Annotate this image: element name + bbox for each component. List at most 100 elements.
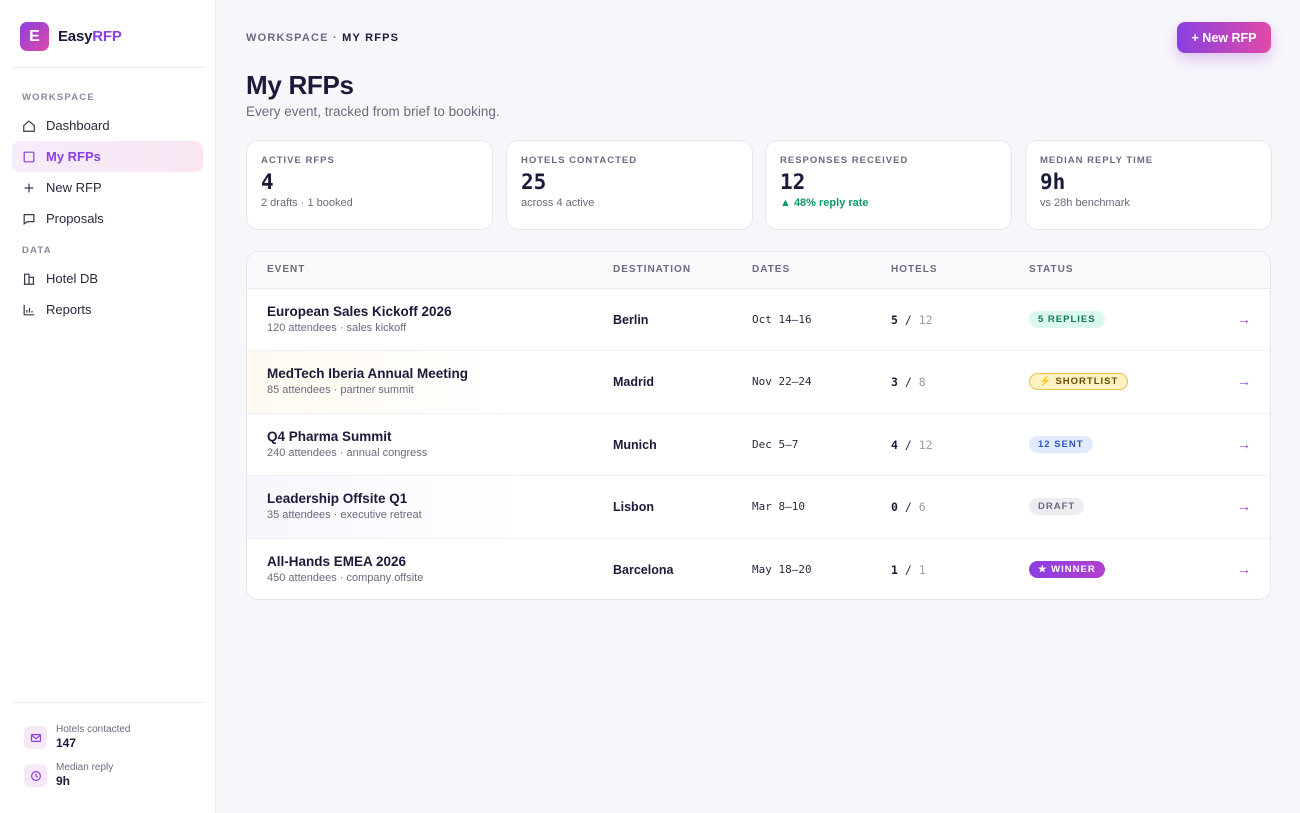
arrow-right-icon[interactable]: → (1237, 560, 1251, 577)
stat-card-hotels-contacted: HOTELS CONTACTED 25 across 4 active (506, 140, 753, 230)
stat-card-median-reply-time: MEDIAN REPLY TIME 9h vs 28h benchmark (1025, 140, 1272, 230)
destination: Munich (613, 437, 657, 452)
stat-label: ACTIVE RFPS (261, 155, 335, 166)
stat-label: HOTELS CONTACTED (521, 155, 638, 166)
dates: Nov 22–24 (752, 375, 812, 389)
sidebar-stat-median-reply: Median reply 9h (24, 762, 113, 789)
status-badge: DRAFT (1029, 498, 1085, 516)
sidebar-item-label: New RFP (46, 180, 102, 195)
event-name: MedTech Iberia Annual Meeting (267, 366, 469, 382)
sidebar-item-dashboard[interactable]: Dashboard (12, 110, 203, 141)
column-header-hotels[interactable]: HOTELS (891, 264, 938, 275)
table-row[interactable]: Leadership Offsite Q1 35 attendees · exe… (247, 476, 1270, 539)
sidebar-item-my-rfps[interactable]: My RFPs (12, 141, 203, 172)
event-name: Leadership Offsite Q1 (267, 491, 408, 507)
table-row[interactable]: Q4 Pharma Summit 240 attendees · annual … (247, 414, 1270, 477)
chat-icon (22, 212, 36, 226)
arrow-right-icon[interactable]: → (1237, 435, 1251, 452)
event-name: All-Hands EMEA 2026 (267, 553, 407, 569)
status-badge: ★ WINNER (1029, 560, 1105, 578)
plus-icon (22, 181, 36, 195)
column-header-dates[interactable]: DATES (752, 264, 791, 275)
sidebar-item-label: Proposals (46, 211, 104, 226)
sidebar-section-data: DATA (22, 245, 52, 256)
stat-card-responses-received: RESPONSES RECEIVED 12 ▲ 48% reply rate (765, 140, 1012, 230)
arrow-right-icon[interactable]: → (1237, 311, 1251, 327)
destination: Madrid (613, 375, 654, 390)
event-meta: 120 attendees · sales kickoff (267, 322, 407, 334)
status-badge: 12 SENT (1029, 435, 1093, 453)
sidebar-section-workspace: WORKSPACE (22, 92, 95, 103)
dates: Oct 14–16 (752, 313, 812, 326)
event-meta: 240 attendees · annual congress (267, 446, 428, 459)
stat-value: 9h (1040, 170, 1066, 194)
destination: Barcelona (613, 562, 674, 577)
sidebar-stat-hotels-contacted: Hotels contacted 147 (24, 724, 131, 751)
sidebar-item-hotel-db[interactable]: Hotel DB (12, 263, 203, 294)
sidebar-item-label: My RFPs (46, 149, 101, 164)
stat-card-active-rfps: ACTIVE RFPS 4 2 drafts · 1 booked (246, 140, 493, 230)
hotels-count: 4 / 12 (891, 437, 933, 452)
sidebar-item-label: Reports (46, 302, 92, 317)
sidebar-item-reports[interactable]: Reports (12, 294, 203, 325)
stat-value: 25 (521, 170, 547, 194)
sidebar-item-label: Dashboard (46, 118, 110, 133)
sidebar-item-label: Hotel DB (46, 271, 99, 286)
sidebar-item-new-rfp[interactable]: New RFP (12, 172, 203, 203)
new-rfp-button[interactable]: + New RFP (1177, 22, 1271, 53)
event-name: Q4 Pharma Summit (267, 428, 392, 444)
bar-chart-icon (22, 303, 36, 317)
square-icon (22, 150, 36, 164)
clock-icon (24, 764, 47, 787)
stat-value: 12 (780, 170, 806, 194)
arrow-right-icon[interactable]: → (1237, 373, 1251, 390)
building-icon (22, 272, 36, 286)
stat-note: across 4 active (521, 197, 595, 209)
table-header: EVENT DESTINATION DATES HOTELS STATUS (247, 252, 1270, 289)
sidebar: E EasyRFP WORKSPACE Dashboard My RFPs Ne… (0, 0, 216, 813)
brand[interactable]: E EasyRFP (20, 22, 122, 51)
stat-value: 4 (261, 170, 274, 194)
arrow-right-icon[interactable]: → (1237, 498, 1251, 515)
hotels-count: 1 / 1 (891, 562, 926, 577)
stat-note: 2 drafts · 1 booked (261, 197, 353, 209)
stat-label: MEDIAN REPLY TIME (1040, 155, 1154, 166)
hotels-count: 5 / 12 (891, 313, 933, 327)
dates: May 18–20 (752, 562, 812, 576)
hotels-count: 3 / 8 (891, 375, 926, 390)
event-name: European Sales Kickoff 2026 (267, 304, 452, 319)
event-meta: 35 attendees · executive retreat (267, 509, 422, 522)
column-header-status[interactable]: STATUS (1029, 264, 1074, 275)
hotels-count: 0 / 6 (891, 500, 926, 515)
sidebar-divider (12, 67, 205, 68)
rfp-table: EVENT DESTINATION DATES HOTELS STATUS Eu… (246, 251, 1271, 600)
destination: Berlin (613, 313, 649, 327)
logo: E (20, 22, 49, 51)
status-badge: 5 REPLIES (1029, 311, 1105, 328)
mail-icon (24, 726, 47, 749)
dates: Dec 5–7 (752, 437, 799, 451)
breadcrumb-current: MY RFPS (342, 32, 400, 44)
status-badge: ⚡ SHORTLIST (1029, 373, 1129, 391)
breadcrumb-root[interactable]: WORKSPACE (246, 32, 329, 44)
table-row[interactable]: MedTech Iberia Annual Meeting 85 attende… (247, 351, 1270, 414)
page-subtitle: Every event, tracked from brief to booki… (246, 104, 500, 119)
page-title: My RFPs (246, 70, 354, 100)
sidebar-item-proposals[interactable]: Proposals (12, 203, 203, 234)
destination: Lisbon (613, 500, 654, 515)
sidebar-stat-label: Hotels contacted (56, 724, 131, 735)
table-row[interactable]: All-Hands EMEA 2026 450 attendees · comp… (247, 539, 1270, 599)
brand-name: EasyRFP (58, 28, 122, 45)
dates: Mar 8–10 (752, 500, 805, 514)
sidebar-divider (12, 702, 205, 703)
sidebar-stat-value: 147 (56, 736, 77, 750)
event-meta: 85 attendees · partner summit (267, 384, 414, 397)
sidebar-stat-value: 9h (56, 774, 71, 788)
stat-note: vs 28h benchmark (1040, 197, 1130, 209)
column-header-destination[interactable]: DESTINATION (613, 264, 692, 275)
home-icon (22, 119, 36, 133)
stat-note-reply-rate: ▲ 48% reply rate (780, 197, 869, 209)
column-header-event[interactable]: EVENT (267, 264, 306, 275)
table-row[interactable]: European Sales Kickoff 2026 120 attendee… (247, 289, 1270, 352)
sidebar-stat-label: Median reply (56, 762, 114, 773)
